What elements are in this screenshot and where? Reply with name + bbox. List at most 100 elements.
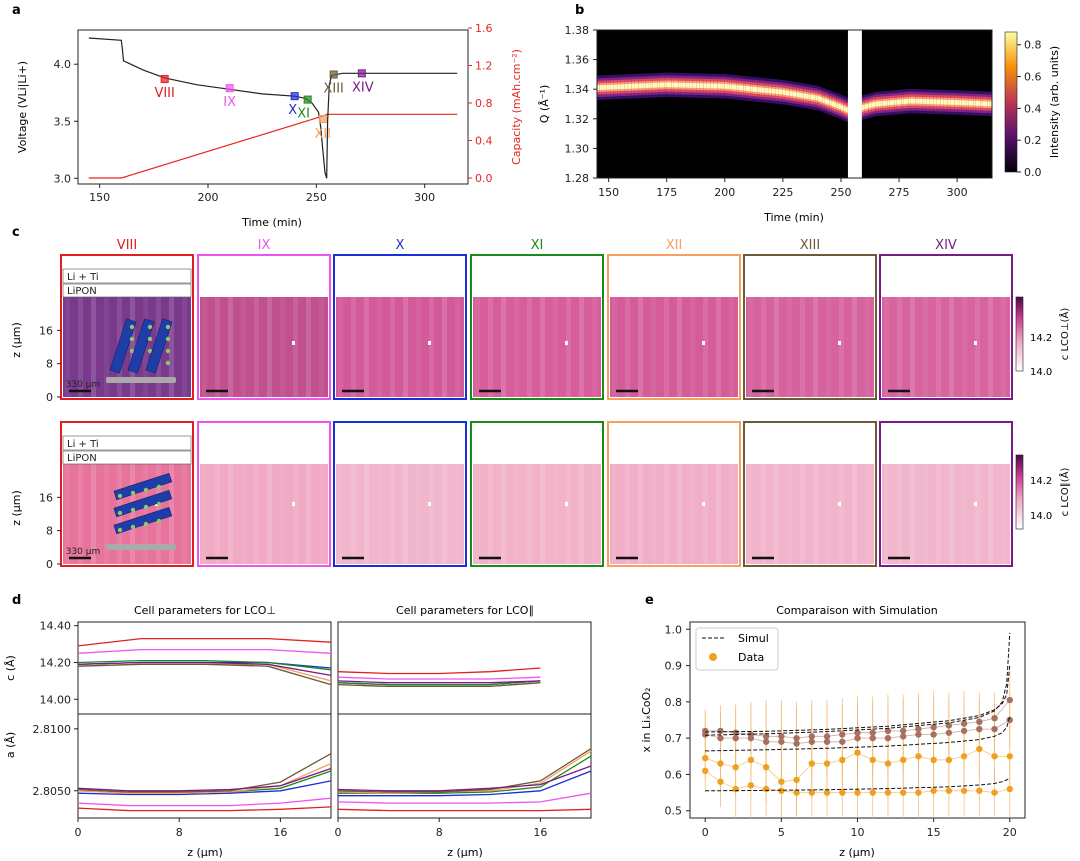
panel-c-cbar-tick-top-lo: 14.0 [1030,367,1052,378]
panel-c-map-stripe [202,297,207,397]
panel-c-map-stripe [104,464,109,564]
panel-b-intensity-band [940,99,944,105]
panel-c-map-stripe [612,297,617,397]
panel-d-line-c-perp-XIII [77,663,332,686]
panel-e-data-point [702,767,709,775]
panel-e-data-point [823,760,831,767]
panel-c-map-stripe [364,464,369,564]
panel-c-map-stripe [228,297,233,397]
panel-c-map-stripe [241,464,246,564]
panel-c-map-stripe [566,297,571,397]
panel-e-simul-line [705,777,1011,792]
panel-b-intensity-band [817,96,821,101]
panel-e-data-point [762,785,770,793]
panel-b-cbar-tick-label: 0.2 [1024,134,1042,147]
panel-c-column-label-XIII: XIII [800,238,820,253]
panel-c-map-stripe [338,297,343,397]
panel-e-ylabel: x in LiₓCoO₂ [640,687,653,752]
panel-e-data-point [732,785,739,793]
panel-c-map-stripe [429,464,434,564]
panel-e-data-point [854,749,861,756]
panel-b-intensity-band [699,83,702,89]
panel-e-data-point [747,782,755,789]
panel-b-intensity-band [975,100,979,106]
panel-b-ytick-label: 1.34 [565,83,590,96]
panel-c-map-stripe [884,464,889,564]
panel-a-xtick-label: 250 [306,191,327,204]
panel-b-intensity-band [989,101,993,107]
panel-b-intensity-band [717,83,721,89]
panel-c-map-stripe [748,297,753,397]
panel-c-map-stripe [65,464,70,564]
panel-b-intensity-band [729,84,733,90]
panel-c-layer-lipon [62,450,192,465]
panel-b-intensity-band [636,83,640,89]
panel-e-data-point [869,729,876,736]
panel-c-scale-text: 330 μm [66,380,101,390]
panel-c-map-XIII [746,464,874,564]
panel-b-intensity-band [689,82,693,88]
panel-d-xtick-label: 16 [273,826,287,839]
panel-e-data-point [930,724,937,731]
panel-b-intensity-band [789,91,793,96]
panel-a-ytick-right-label: 1.2 [475,60,493,73]
panel-b-intensity-band [827,99,830,105]
panel-b-intensity-band [601,85,605,90]
panel-e-data-point [839,738,846,745]
panel-b-intensity-band [966,100,970,106]
panel-c-map-XII [610,297,738,397]
panel-b-intensity-band [813,95,816,100]
panel-e-data-point [960,753,968,760]
panel-c-frame-XIII [743,421,877,567]
panel-b-intensity-band [666,82,670,88]
panel-c-map-stripe [442,297,447,397]
panel-b-intensity-band [638,83,642,89]
panel-e-data-point [747,756,755,764]
panel-d-ytick-top-label: 14.40 [40,620,72,633]
panel-b-intensity-band [840,105,844,110]
panel-c-frame-XI [470,254,604,400]
panel-c-map-stripe [241,297,246,397]
panel-c-map-stripe [651,297,656,397]
panel-e-data-point [930,731,937,738]
panel-e-data-point [717,778,724,785]
panel-a-xtick-label: 300 [414,191,435,204]
panel-e-data-point [762,733,770,740]
panel-d-line-c-perp-IX [77,648,332,654]
panel-e-data-point [976,725,983,733]
panel-b-xtick-label: 250 [830,186,851,199]
panel-c-map-stripe [501,464,506,564]
panel-c-map-stripe [923,464,928,564]
panel-b-intensity-band [971,100,974,106]
panel-b-intensity-band [775,89,779,94]
panel-b-intensity-band [597,85,600,91]
panel-label-c: c [12,225,20,240]
panel-c-map-stripe [182,297,187,397]
panel-c-map-stripe [865,464,870,564]
panel-e-data-point [808,760,816,767]
panel-b-intensity-band [727,84,730,89]
panel-d-xtick-label: 0 [335,826,342,839]
panel-b-intensity-band [676,82,679,88]
panel-a-voltage-line [88,37,458,179]
panel-b-intensity-band [894,99,898,105]
crystal-li-atom [147,336,153,342]
panel-c-map-stripe [514,297,519,397]
panel-c-map-stripe [91,464,96,564]
panel-c-map-stripe [703,464,708,564]
panel-c-map-hole [974,502,977,506]
panel-c-map-stripe [293,297,298,397]
panel-c-map-stripe [852,297,857,397]
panel-b-intensity-band [845,107,849,113]
panel-b-intensity-band [696,83,700,88]
panel-b-intensity-band [641,83,644,89]
panel-c-ytick-label: 16 [39,324,53,337]
panel-b-intensity-band [796,92,800,98]
panel-d-line-a-par-XIII [337,748,592,793]
panel-b-intensity-band [838,104,842,109]
panel-b-intensity-band [761,87,765,93]
panel-c-map-stripe [729,464,734,564]
crystal-li-atom [165,336,171,342]
panel-d-line-a-par-X [338,770,592,797]
panel-e-data-point [960,727,968,735]
